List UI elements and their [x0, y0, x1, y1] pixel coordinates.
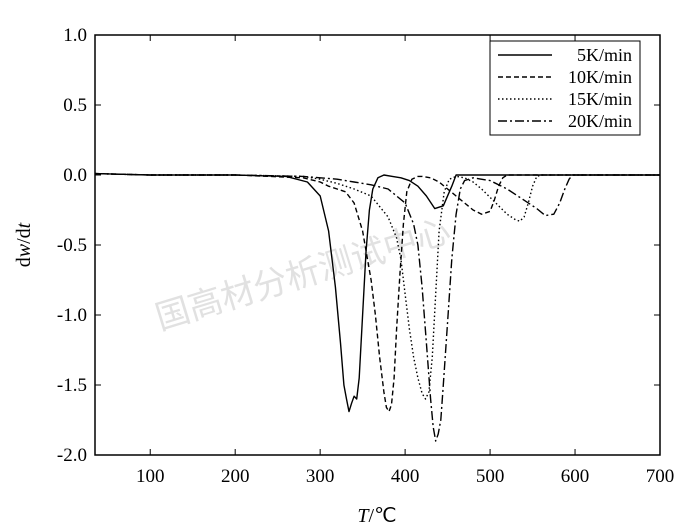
legend-label: 15K/min: [568, 89, 632, 109]
x-tick-label: 100: [136, 466, 165, 487]
legend-label: 5K/min: [577, 45, 632, 65]
legend-box: [489, 40, 641, 136]
y-tick-label: -1.5: [57, 375, 87, 396]
y-tick-label: 0.5: [63, 95, 87, 116]
x-tick-label: 300: [306, 466, 335, 487]
y-tick-label: -1.0: [57, 305, 87, 326]
y-tick-label: 1.0: [63, 25, 87, 46]
y-axis-title: dw/dt: [13, 222, 35, 267]
y-tick-label: 0.0: [63, 165, 87, 186]
x-tick-label: 500: [476, 466, 505, 487]
axis-ticks: 100 200 300 400 500 600 700 1.0 0.5 0.0 -0.5 -1.0 -1…: [57, 25, 674, 487]
y-tick-label: -0.5: [57, 235, 87, 256]
series-line-2: [94, 172, 660, 413]
y-axis-w: w: [13, 243, 35, 257]
x-axis-var: T: [357, 505, 370, 527]
series-line-4: [94, 172, 660, 442]
legend-label: 10K/min: [568, 67, 632, 87]
x-tick-label: 200: [221, 466, 250, 487]
series-line-3: [94, 172, 660, 400]
x-tick-label: 400: [391, 466, 420, 487]
legend-label: 20K/min: [568, 111, 632, 131]
y-tick-label: -2.0: [57, 445, 87, 466]
y-axis-mid: /d: [13, 228, 35, 244]
y-axis-t: t: [13, 222, 35, 228]
x-axis-unit: /℃: [369, 505, 397, 527]
y-axis-d1: d: [13, 257, 35, 267]
x-tick-label: 700: [646, 466, 675, 487]
series-layer: [94, 172, 660, 442]
watermark-text: 国高材分析测试中心: [151, 211, 455, 339]
x-axis-title: T/℃: [357, 505, 396, 527]
series-line-1: [94, 172, 660, 413]
x-tick-label: 600: [561, 466, 590, 487]
